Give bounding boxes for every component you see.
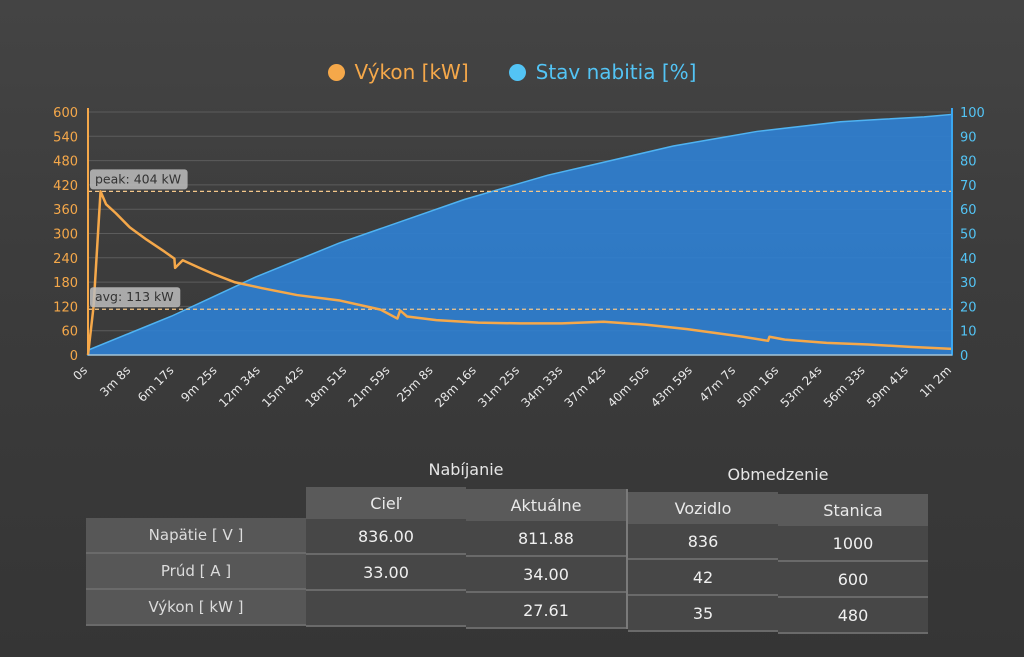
x-tick-label: 28m 16s xyxy=(432,363,479,410)
cell-voltage-target: 836.00 xyxy=(306,519,466,555)
group-title-limits: Obmedzenie xyxy=(727,465,829,484)
y-right-tick-label: 100 xyxy=(960,106,985,121)
y-right-tick-label: 0 xyxy=(960,349,968,364)
y-left-tick-label: 480 xyxy=(53,155,78,170)
row-label-current: Prúd [ A ] xyxy=(86,554,306,590)
legend-power-marker xyxy=(327,63,345,81)
y-right-tick-label: 60 xyxy=(960,203,977,218)
y-left-tick-label: 360 xyxy=(53,203,78,218)
y-right-tick-label: 10 xyxy=(960,325,977,340)
x-tick-label: 31m 25s xyxy=(475,363,522,410)
annotation-box xyxy=(90,169,188,190)
cell-current-target: 33.00 xyxy=(306,555,466,591)
y-right-tick-label: 80 xyxy=(960,155,977,170)
header-current: Aktuálne xyxy=(466,489,626,521)
header-target: Cieľ xyxy=(306,487,466,519)
y-right-tick-label: 20 xyxy=(960,300,977,315)
cell-power-target xyxy=(306,591,466,627)
y-left-tick-label: 600 xyxy=(53,106,78,121)
x-tick-label: 53m 24s xyxy=(778,363,825,410)
row-label-voltage: Napätie [ V ] xyxy=(86,518,306,554)
charging-chart: 0 60 120 180 240 300 360 420 480 540 600 0 10 20 30 40 5… xyxy=(53,106,985,410)
group-title-charging: Nabíjanie xyxy=(428,460,504,479)
y-left-tick-label: 180 xyxy=(53,276,78,291)
x-tick-label: 9m 25s xyxy=(178,363,219,404)
y-right-tick-label: 90 xyxy=(960,130,977,145)
x-tick-label: 34m 33s xyxy=(518,363,565,410)
annotation-box xyxy=(90,287,181,308)
y-left-tick-label: 60 xyxy=(61,325,78,340)
y-right-tick-label: 30 xyxy=(960,276,977,291)
cell-power-current: 27.61 xyxy=(466,593,626,629)
cell-power-station: 480 xyxy=(778,598,928,634)
cell-current-vehicle: 42 xyxy=(628,560,778,596)
x-tick-label: 43m 59s xyxy=(648,363,695,410)
x-tick-label: 21m 59s xyxy=(346,363,393,410)
cell-current-station: 600 xyxy=(778,562,928,598)
header-station: Stanica xyxy=(778,494,928,526)
column-separator xyxy=(626,489,628,629)
x-tick-label: 1h 2m xyxy=(917,363,954,400)
x-tick-label: 47m 7s xyxy=(697,363,738,404)
y-left-tick-label: 240 xyxy=(53,252,78,267)
x-tick-label: 37m 42s xyxy=(562,363,609,410)
y-left-tick-label: 540 xyxy=(53,130,78,145)
legend-item-soc[interactable]: Stav nabitia [%] xyxy=(508,60,697,84)
x-tick-label: 25m 8s xyxy=(394,363,435,404)
legend-item-power[interactable]: Výkon [kW] xyxy=(327,60,469,84)
soc-area xyxy=(87,113,953,356)
x-tick-label: 0s xyxy=(70,363,90,383)
annotation-label: avg: 113 kW xyxy=(95,289,174,304)
x-tick-label: 40m 50s xyxy=(605,363,652,410)
legend-power-label: Výkon [kW] xyxy=(354,60,469,84)
y-right-tick-label: 50 xyxy=(960,228,977,243)
cell-voltage-vehicle: 836 xyxy=(628,524,778,560)
annotation-label: peak: 404 kW xyxy=(95,171,181,186)
header-vehicle: Vozidlo xyxy=(628,492,778,524)
power-line xyxy=(86,190,953,356)
y-left-tick-label: 300 xyxy=(53,228,78,243)
x-tick-label: 6m 17s xyxy=(135,363,176,404)
y-left-tick-label: 420 xyxy=(53,179,78,194)
y-right-tick-label: 40 xyxy=(960,252,977,267)
x-tick-label: 12m 34s xyxy=(216,363,263,410)
y-right-tick-label: 70 xyxy=(960,179,977,194)
x-tick-label: 59m 41s xyxy=(864,363,911,410)
x-tick-label: 15m 42s xyxy=(259,363,306,410)
x-tick-label: 50m 16s xyxy=(734,363,781,410)
legend-soc-marker xyxy=(508,63,526,81)
cell-voltage-station: 1000 xyxy=(778,526,928,562)
chart-legend: Výkon [kW] Stav nabitia [%] xyxy=(0,60,1024,84)
x-tick-label: 18m 51s xyxy=(302,363,349,410)
y-left-tick-label: 120 xyxy=(53,300,78,315)
y-left-tick-label: 0 xyxy=(70,349,78,364)
row-label-power: Výkon [ kW ] xyxy=(86,590,306,626)
x-tick-label: 56m 33s xyxy=(821,363,868,410)
x-tick-label: 3m 8s xyxy=(97,363,133,399)
cell-current-current: 34.00 xyxy=(466,557,626,593)
cell-power-vehicle: 35 xyxy=(628,596,778,632)
legend-soc-label: Stav nabitia [%] xyxy=(535,60,697,84)
cell-voltage-current: 811.88 xyxy=(466,521,626,557)
